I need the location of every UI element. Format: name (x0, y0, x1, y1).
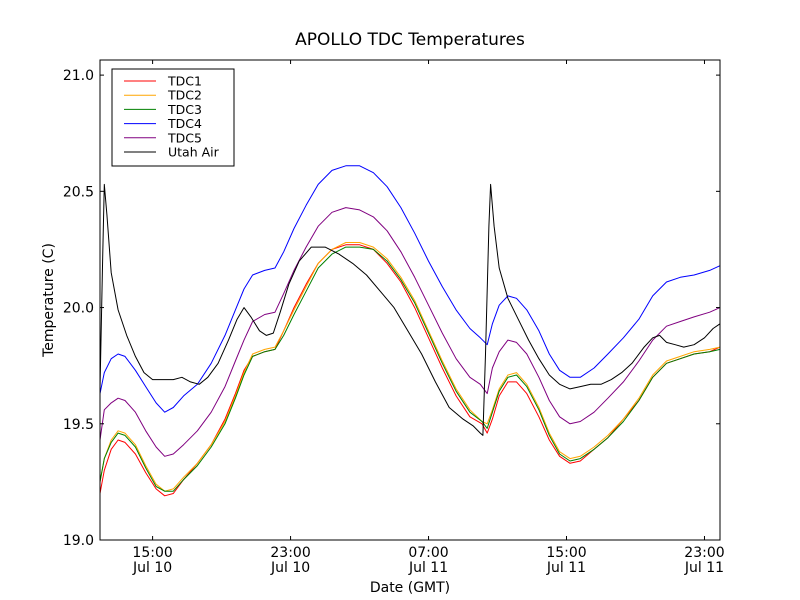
x-tick-label-date: Jul 10 (132, 560, 172, 576)
legend-label: TDC1 (167, 74, 202, 89)
y-tick-label: 19.0 (63, 533, 94, 549)
x-tick-label-date: Jul 10 (270, 560, 310, 576)
series-line-tdc4 (99, 165, 721, 413)
x-tick-label-date: Jul 11 (408, 560, 448, 576)
x-tick-label-date: Jul 11 (684, 560, 724, 576)
y-tick-label: 21.0 (63, 68, 94, 84)
plot-frame (99, 59, 721, 541)
series-line-utah-air (99, 183, 721, 436)
y-tick-label: 19.5 (63, 417, 94, 433)
series-line-tdc2 (99, 242, 721, 492)
series-line-tdc3 (99, 246, 721, 492)
legend-label: TDC5 (167, 130, 202, 145)
y-tick-label: 20.5 (63, 184, 94, 200)
legend-label: TDC3 (167, 102, 202, 117)
y-axis: 19.0 19.5 20.0 20.5 21.0 (63, 68, 720, 549)
legend-box (111, 68, 235, 167)
x-tick-label-time: 15:00 (546, 545, 586, 561)
x-tick-label-time: 07:00 (408, 545, 448, 561)
y-axis-label: Temperature (C) (41, 243, 57, 358)
series-layer (99, 165, 721, 497)
y-tick-label: 20.0 (63, 301, 94, 317)
x-tick-label-time: 15:00 (132, 545, 172, 561)
x-axis-label: Date (GMT) (370, 580, 450, 596)
legend-label: Utah Air (168, 145, 220, 160)
x-tick-label-time: 23:00 (684, 545, 724, 561)
series-line-tdc5 (99, 207, 721, 457)
chart-title: APOLLO TDC Temperatures (295, 30, 525, 50)
legend-label: TDC4 (167, 116, 202, 131)
x-tick-label-time: 23:00 (270, 545, 310, 561)
x-tick-label-date: Jul 11 (546, 560, 586, 576)
legend-label: TDC2 (167, 88, 202, 103)
